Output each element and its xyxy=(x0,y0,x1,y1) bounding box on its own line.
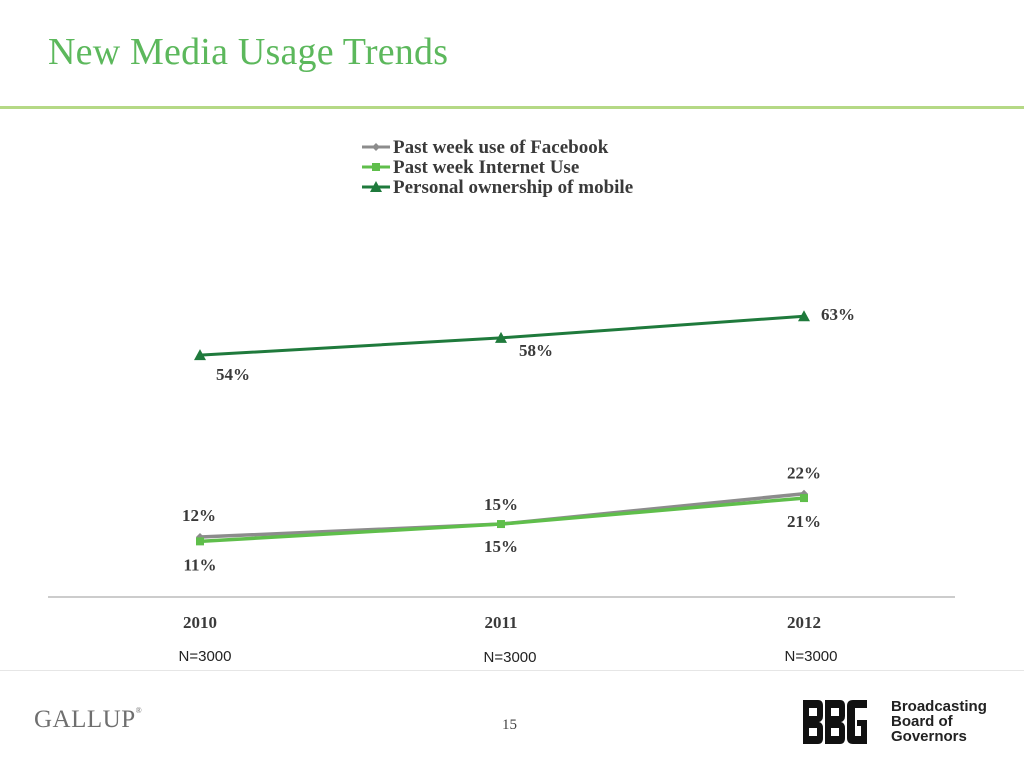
title-divider xyxy=(0,106,1024,109)
sample-size-0: N=3000 xyxy=(179,648,232,665)
gallup-logo: GALLUP® xyxy=(34,706,143,733)
bbg-logo-text: Broadcasting Board of Governors xyxy=(891,699,987,744)
sample-size-2: N=3000 xyxy=(785,648,838,665)
page-title: New Media Usage Trends xyxy=(48,31,449,73)
bbg-line-2: Board of xyxy=(891,713,953,730)
data-label-1-0: 11% xyxy=(183,555,216,574)
data-label-1-1: 15% xyxy=(484,537,518,556)
data-label-2-0: 54% xyxy=(216,365,250,384)
x-tick-label-2: 2012 xyxy=(787,613,821,632)
data-point-2-2 xyxy=(798,310,810,322)
data-point-2-0 xyxy=(194,349,206,361)
data-label-0-1: 15% xyxy=(484,495,518,514)
legend-marker-1 xyxy=(372,163,380,171)
legend-marker-2 xyxy=(370,181,382,192)
data-label-2-2: 63% xyxy=(821,305,855,324)
x-tick-label-1: 2011 xyxy=(484,613,517,632)
legend-label-1: Past week Internet Use xyxy=(393,157,579,178)
data-label-0-0: 12% xyxy=(182,506,216,525)
data-point-2-1 xyxy=(495,331,507,343)
legend-marker-0 xyxy=(372,143,380,151)
bbg-logo-mark xyxy=(803,700,867,744)
data-point-1-0 xyxy=(196,537,204,546)
bbg-line-3: Governors xyxy=(891,728,967,745)
sample-size-1: N=3000 xyxy=(484,649,537,666)
data-label-0-2: 22% xyxy=(787,464,821,483)
page-number: 15 xyxy=(502,717,517,733)
legend-label-2: Personal ownership of mobile xyxy=(393,177,633,198)
bbg-line-1: Broadcasting xyxy=(891,698,987,715)
x-tick-label-0: 2010 xyxy=(183,613,217,632)
data-label-1-2: 21% xyxy=(787,512,821,531)
data-label-2-1: 58% xyxy=(519,341,553,360)
footer-divider xyxy=(0,670,1024,671)
legend-label-0: Past week use of Facebook xyxy=(393,137,609,158)
data-point-1-2 xyxy=(800,494,808,503)
data-point-1-1 xyxy=(497,520,505,529)
